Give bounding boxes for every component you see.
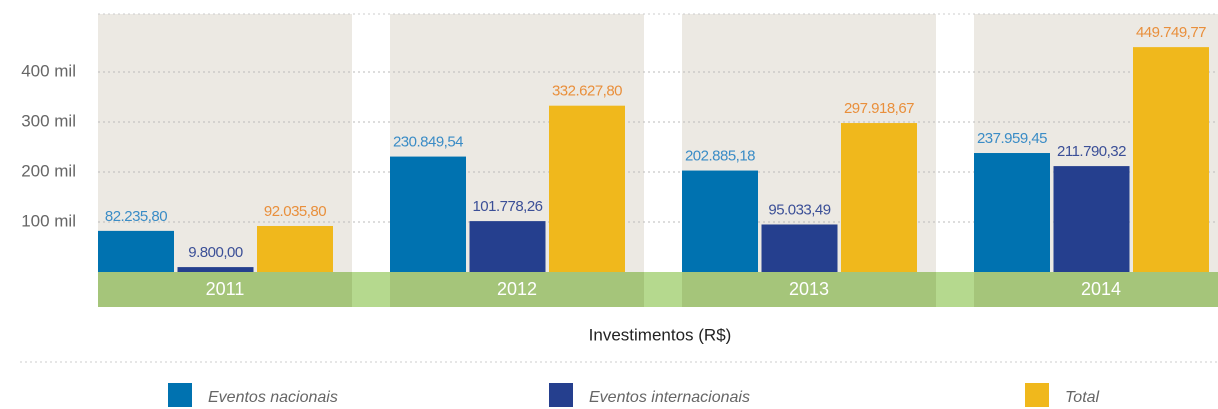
bar — [390, 156, 466, 272]
y-tick-label: 100 mil — [21, 211, 76, 230]
legend-label: Total — [1065, 389, 1100, 406]
legend-label: Eventos nacionais — [208, 389, 338, 406]
value-label: 101.778,26 — [472, 198, 542, 215]
value-label: 230.849,54 — [393, 134, 463, 151]
y-tick-label: 200 mil — [21, 161, 76, 180]
value-label: 297.918,67 — [844, 100, 914, 117]
axis-strip-band — [390, 272, 644, 307]
bar — [974, 153, 1050, 272]
legend-swatch — [168, 383, 192, 407]
y-tick-label: 300 mil — [21, 111, 76, 130]
value-label: 237.959,45 — [977, 130, 1047, 147]
x-tick-label: 2013 — [789, 279, 829, 299]
legend-swatch — [549, 383, 573, 407]
value-label: 82.235,80 — [105, 208, 167, 225]
axis-strip-band — [974, 272, 1218, 307]
x-axis-label: Investimentos (R$) — [589, 325, 732, 344]
value-label: 332.627,80 — [552, 83, 622, 100]
value-label: 95.033,49 — [768, 201, 830, 218]
value-label: 92.035,80 — [264, 203, 326, 220]
legend-label: Eventos internacionais — [589, 389, 750, 406]
bar — [761, 224, 838, 272]
bar — [549, 105, 625, 272]
bar — [98, 230, 174, 272]
value-label: 9.800,00 — [188, 244, 243, 261]
axis-strip-band — [682, 272, 936, 307]
value-label: 211.790,32 — [1057, 143, 1126, 160]
y-tick-label: 400 mil — [21, 61, 76, 80]
bar — [469, 221, 546, 272]
legend-swatch — [1025, 383, 1049, 407]
value-label: 202.885,18 — [685, 148, 755, 165]
x-tick-label: 2011 — [206, 279, 245, 299]
bar — [177, 267, 254, 272]
x-tick-label: 2014 — [1081, 279, 1121, 299]
axis-strip-band — [98, 272, 352, 307]
bar — [257, 225, 333, 272]
x-tick-label: 2012 — [497, 279, 537, 299]
bar — [682, 170, 758, 272]
bar — [1053, 166, 1130, 272]
value-label: 449.749,77 — [1136, 24, 1206, 41]
bar — [841, 123, 917, 272]
bar — [1133, 47, 1209, 272]
